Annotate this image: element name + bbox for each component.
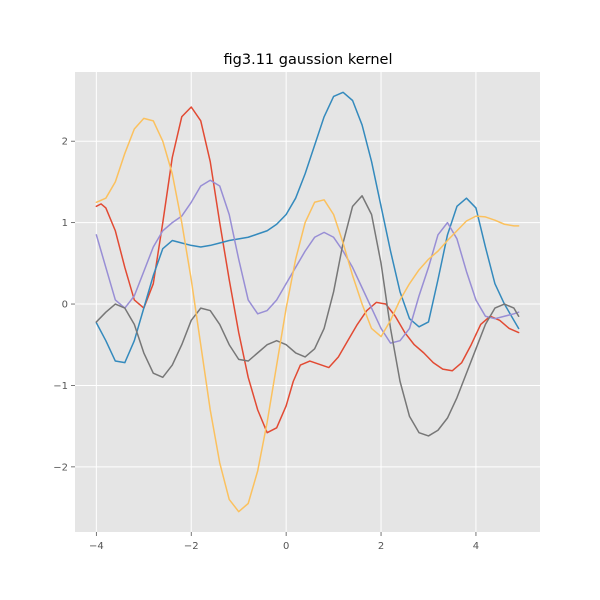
y-tick-label: −1 (53, 381, 68, 392)
series-group (95, 91, 520, 513)
y-tick-label: 1 (62, 218, 68, 229)
x-tick-label: 2 (378, 541, 384, 552)
axis-ticks: −4 −2 0 2 4 −2 −1 0 1 2 (53, 137, 479, 552)
x-tick-label: 0 (283, 541, 289, 552)
y-tick-label: 0 (62, 300, 68, 311)
plot-area (75, 72, 540, 532)
series-line-5 (95, 117, 520, 513)
y-tick-label: 2 (62, 137, 68, 148)
x-tick-label: 4 (473, 541, 479, 552)
y-tick-label: −2 (53, 462, 68, 473)
series-line-2 (95, 91, 520, 364)
x-tick-label: −2 (184, 541, 199, 552)
series-line-4 (95, 195, 520, 437)
chart-title: fig3.11 gaussion kernel (224, 52, 393, 68)
series-line-3 (95, 179, 520, 344)
series-line-1 (95, 106, 520, 434)
x-tick-label: −4 (89, 541, 104, 552)
